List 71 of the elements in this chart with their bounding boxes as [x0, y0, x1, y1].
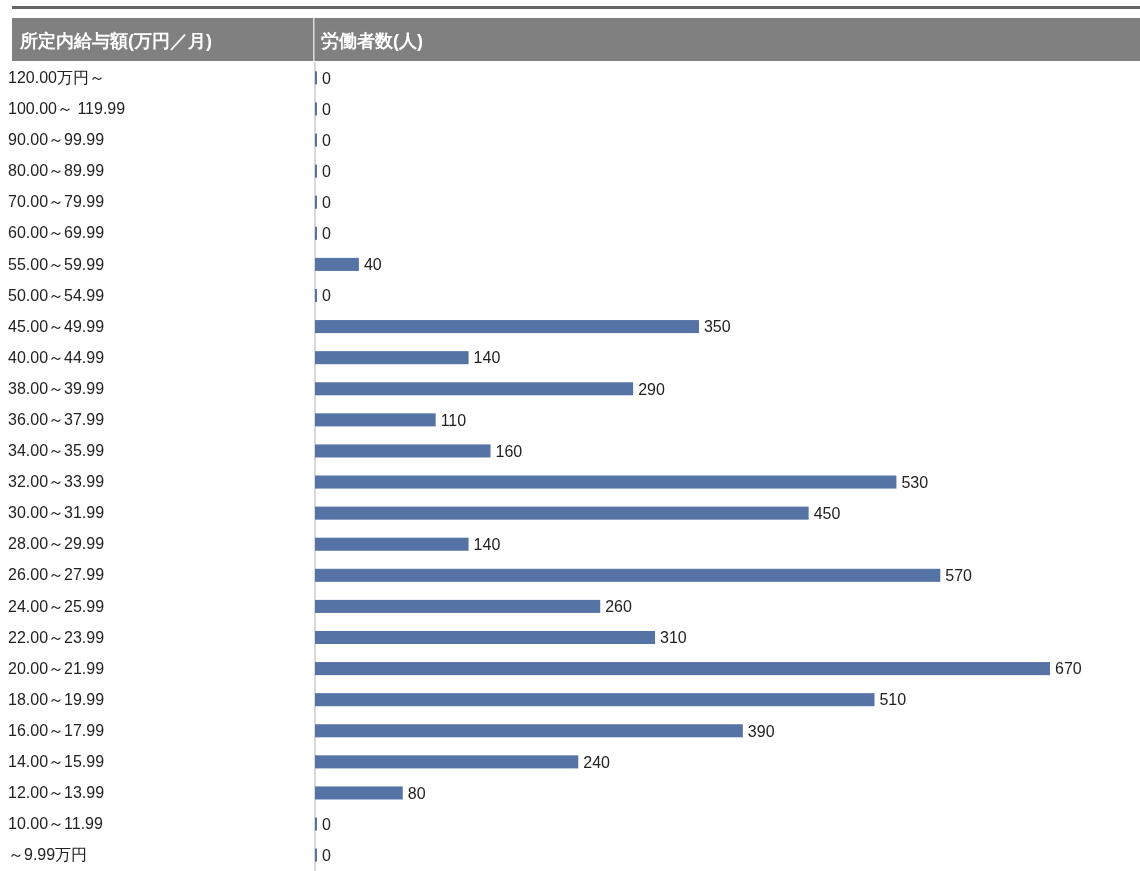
- data-label: 570: [945, 567, 973, 585]
- data-label: 0: [322, 846, 331, 864]
- data-label: 670: [1055, 660, 1082, 678]
- bar: [315, 693, 875, 707]
- data-label: 40: [363, 256, 382, 274]
- y-tick-label: ～9.99万円: [8, 846, 88, 864]
- data-label: 0: [322, 100, 331, 118]
- bar: [315, 382, 634, 396]
- y-tick-label: 55.00～59.99: [8, 255, 105, 273]
- y-tick-label: 10.00～11.99: [8, 815, 103, 833]
- data-label: 0: [322, 69, 331, 87]
- data-label: 530: [901, 473, 929, 491]
- y-tick-label: 120.00万円～: [8, 68, 105, 86]
- bar: [315, 630, 656, 645]
- bar: [315, 257, 359, 271]
- bar: [315, 351, 469, 365]
- y-tick-label: 38.00～39.99: [8, 379, 105, 397]
- x-axis-title: 労働者数(人): [321, 31, 423, 51]
- data-label: 80: [407, 784, 426, 802]
- y-tick-label: 20.00～21.99: [8, 659, 105, 677]
- y-tick-label: 14.00～15.99: [8, 752, 105, 770]
- y-tick-label: 26.00～27.99: [8, 566, 105, 584]
- y-tick-label: 12.00～13.99: [8, 784, 105, 802]
- y-tick-label: 36.00～37.99: [8, 410, 105, 428]
- y-tick-label: 60.00～69.99: [8, 224, 105, 242]
- y-tick-label: 80.00～89.99: [8, 162, 105, 180]
- data-label: 450: [813, 504, 841, 522]
- data-label: 0: [322, 815, 331, 833]
- bar: [315, 786, 403, 800]
- data-label: 140: [473, 349, 501, 367]
- bar: [315, 568, 941, 582]
- data-label: 390: [747, 722, 775, 740]
- y-tick-label: 28.00～29.99: [8, 535, 105, 553]
- bar: [315, 320, 699, 334]
- y-tick-label: 16.00～17.99: [8, 721, 105, 739]
- data-label: 350: [703, 318, 731, 336]
- data-label: 160: [495, 442, 523, 460]
- data-label: 310: [660, 629, 687, 647]
- y-tick-label: 100.00～ 119.99: [8, 100, 126, 118]
- y-tick-label: 45.00～49.99: [8, 317, 105, 335]
- data-label: 110: [440, 411, 467, 429]
- y-tick-label: 22.00～23.99: [8, 628, 105, 646]
- y-tick-label: 18.00～19.99: [8, 690, 105, 708]
- bar: [315, 724, 743, 738]
- bar: [315, 755, 579, 769]
- data-label: 0: [322, 225, 331, 243]
- y-tick-label: 30.00～31.99: [8, 504, 105, 522]
- bar: [315, 444, 491, 458]
- y-tick-label: 70.00～79.99: [8, 193, 105, 211]
- data-label: 0: [322, 162, 331, 180]
- data-label: 140: [473, 535, 501, 553]
- y-tick-label: 34.00～35.99: [8, 442, 105, 460]
- data-label: 510: [879, 691, 907, 709]
- bar: [315, 662, 1050, 676]
- y-tick-label: 32.00～33.99: [8, 473, 105, 491]
- y-tick-label: 50.00～54.99: [8, 286, 105, 304]
- data-label: 0: [322, 287, 331, 305]
- data-label: 240: [583, 753, 611, 771]
- data-label: 260: [605, 598, 633, 616]
- bar: [315, 506, 809, 520]
- bar: [315, 475, 897, 489]
- y-tick-label: 24.00～25.99: [8, 597, 105, 615]
- data-label: 0: [322, 131, 331, 149]
- y-tick-label: 90.00～99.99: [8, 131, 105, 149]
- y-axis-title: 所定内給与額(万円／月): [19, 31, 212, 51]
- bar: [315, 537, 469, 551]
- data-label: 290: [638, 380, 665, 398]
- bar: [315, 413, 436, 427]
- y-tick-label: 40.00～44.99: [8, 348, 105, 366]
- bar: [315, 599, 601, 613]
- data-label: 0: [322, 193, 331, 211]
